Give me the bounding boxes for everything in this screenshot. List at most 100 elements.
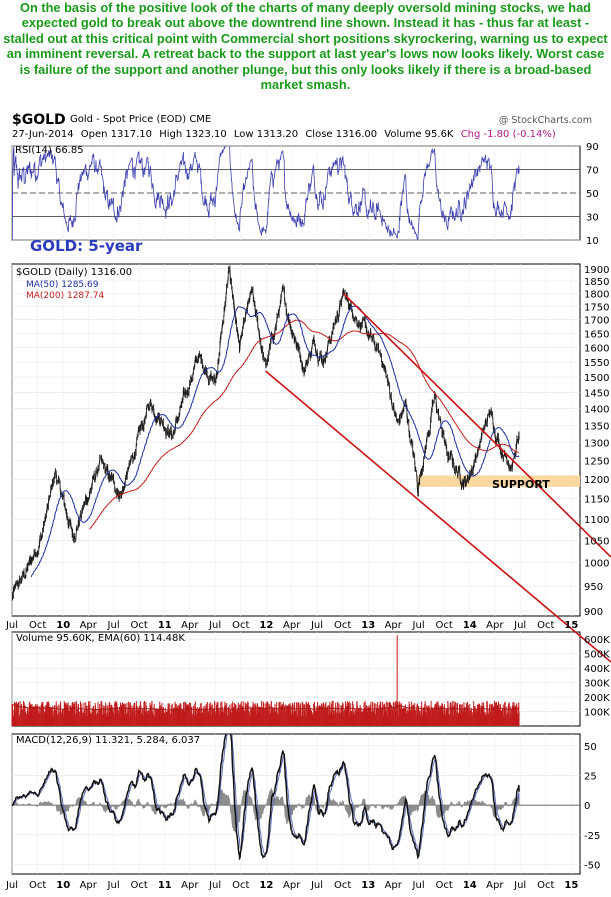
ma50-line xyxy=(30,305,520,578)
quote-volume: Volume 95.6K xyxy=(384,129,454,140)
x-tick-label: Jul xyxy=(5,880,18,891)
x-tick-label: Oct xyxy=(232,620,249,631)
chart-header: $GOLD Gold - Spot Price (EOD) CME @ Stoc… xyxy=(12,112,602,128)
x-tick-label: Oct xyxy=(131,620,148,631)
x-tick-label: Oct xyxy=(537,620,554,631)
rsi-tick-label: 90 xyxy=(586,142,599,153)
channel-upper-trendline xyxy=(342,292,611,558)
ohlc-summary: 27-Jun-2014 Open 1317.10 High 1323.10 Lo… xyxy=(12,129,602,143)
price-tick-label: 1650 xyxy=(584,329,609,340)
rsi-tick-label: 70 xyxy=(586,166,599,177)
x-tick-label: 13 xyxy=(361,880,375,891)
x-tick-label: Apr xyxy=(80,620,98,631)
ma50-legend: MA(50) 1285.69 xyxy=(26,280,99,290)
macd-tick-label: 25 xyxy=(584,772,597,783)
x-tick-label: Apr xyxy=(283,620,301,631)
ticker-symbol: $GOLD xyxy=(12,112,66,128)
rsi-line-group xyxy=(12,146,520,240)
price-tick-label: 1700 xyxy=(584,316,609,327)
price-tick-label: 1250 xyxy=(584,456,609,467)
price-tick-label: 900 xyxy=(584,607,603,618)
x-tick-label: 15 xyxy=(564,880,578,891)
x-tick-label: 11 xyxy=(158,620,172,631)
ma200-legend: MA(200) 1287.74 xyxy=(26,291,104,301)
x-tick-label: Oct xyxy=(29,620,46,631)
x-tick-label: Jul xyxy=(513,620,526,631)
volume-tick-label: 200K xyxy=(584,693,610,704)
x-tick-label: 15 xyxy=(564,620,578,631)
x-tick-label: Apr xyxy=(283,880,301,891)
x-tick-label: 14 xyxy=(463,620,477,631)
volume-tick-label: 100K xyxy=(584,708,610,719)
quote-date: 27-Jun-2014 xyxy=(12,129,74,140)
x-tick-label: Jul xyxy=(310,620,323,631)
price-tick-label: 1350 xyxy=(584,421,609,432)
x-tick-label: Jul xyxy=(513,880,526,891)
annotation-note: On the basis of the positive look of the… xyxy=(3,0,608,93)
x-tick-label: 14 xyxy=(463,880,477,891)
price-tick-label: 1100 xyxy=(584,515,609,526)
x-tick-label: Oct xyxy=(29,880,46,891)
x-tick-label: Apr xyxy=(80,880,98,891)
rsi-legend: RSI(14) 66.85 xyxy=(15,145,84,156)
price-tick-label: 1050 xyxy=(584,536,609,547)
instrument-name: Gold - Spot Price (EOD) CME xyxy=(70,114,212,125)
gridlines xyxy=(11,145,580,874)
rsi-panel xyxy=(12,146,580,240)
volume-panel xyxy=(11,634,520,726)
price-tick-label: 1750 xyxy=(584,302,609,313)
x-tick-label: 13 xyxy=(361,620,375,631)
x-tick-label: Oct xyxy=(436,620,453,631)
x-tick-label: Jul xyxy=(107,620,120,631)
x-tick-label: 11 xyxy=(158,880,172,891)
volume-tick-label: 300K xyxy=(584,679,610,690)
x-tick-label: Apr xyxy=(385,880,403,891)
x-tick-label: Oct xyxy=(436,880,453,891)
stockcharts-credit: @ StockCharts.com xyxy=(498,115,592,126)
macd-tick-label: 50 xyxy=(584,742,597,753)
ma200-line xyxy=(89,319,520,530)
volume-tick-label: 400K xyxy=(584,664,610,675)
x-tick-label: Apr xyxy=(181,620,199,631)
macd-legend: MACD(12,26,9) 11.321, 5.284, 6.037 xyxy=(16,735,200,746)
quote-low: Low 1313.20 xyxy=(233,129,299,140)
x-tick-label: Apr xyxy=(181,880,199,891)
price-panel xyxy=(12,265,611,663)
quote-change: Chg -1.80 (-0.14%) xyxy=(460,129,556,140)
x-tick-label: 10 xyxy=(56,880,70,891)
price-tick-label: 950 xyxy=(584,582,603,593)
x-tick-label: Jul xyxy=(310,880,323,891)
macd-tick-label: -25 xyxy=(584,831,600,842)
x-tick-label: Jul xyxy=(208,620,221,631)
x-tick-label: Oct xyxy=(334,620,351,631)
volume-tick-label: 600K xyxy=(584,635,610,646)
price-bars xyxy=(12,265,520,601)
price-tick-label: 1000 xyxy=(584,559,609,570)
x-tick-label: Oct xyxy=(232,880,249,891)
price-chart-title: GOLD: 5-year xyxy=(30,237,143,255)
price-tick-label: 1450 xyxy=(584,389,609,400)
volume-ema60-line xyxy=(11,703,520,711)
price-tick-label: 1600 xyxy=(584,343,609,354)
price-tick-label: 1200 xyxy=(584,475,609,486)
x-tick-label: Oct xyxy=(334,880,351,891)
x-tick-label: 12 xyxy=(259,620,273,631)
x-tick-label: Oct xyxy=(131,880,148,891)
x-tick-label: 10 xyxy=(56,620,70,631)
macd-panel xyxy=(12,734,580,861)
price-tick-label: 1550 xyxy=(584,358,609,369)
support-band xyxy=(417,475,580,487)
macd-group xyxy=(12,734,520,861)
x-tick-label: Jul xyxy=(107,880,120,891)
rsi-line xyxy=(12,146,520,240)
price-tick-label: 1850 xyxy=(584,277,609,288)
price-tick-label: 1500 xyxy=(584,373,609,384)
price-tick-label: 1150 xyxy=(584,495,609,506)
macd-line xyxy=(12,734,520,861)
x-tick-label: Jul xyxy=(412,880,425,891)
volume-tick-label: 500K xyxy=(584,650,610,661)
rsi-tick-label: 10 xyxy=(586,236,599,247)
price-tick-label: 1900 xyxy=(584,265,609,276)
macd-tick-label: -50 xyxy=(584,861,600,872)
